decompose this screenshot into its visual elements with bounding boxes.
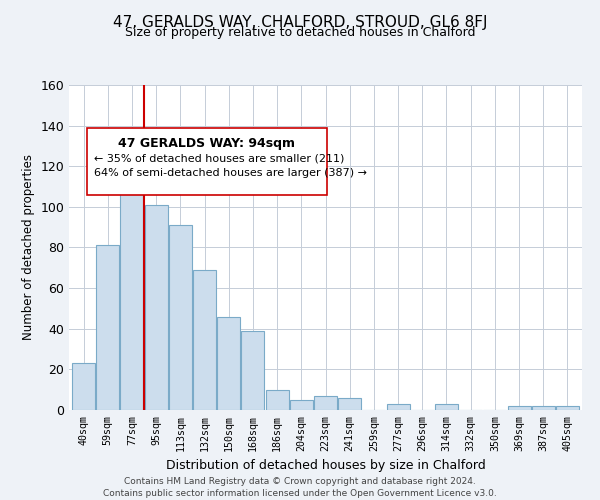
Text: 47 GERALDS WAY: 94sqm: 47 GERALDS WAY: 94sqm <box>118 136 296 149</box>
Bar <box>121 162 143 410</box>
Bar <box>72 364 95 410</box>
Text: Contains public sector information licensed under the Open Government Licence v3: Contains public sector information licen… <box>103 489 497 498</box>
Bar <box>314 396 337 410</box>
Bar <box>193 270 216 410</box>
Bar <box>145 205 167 410</box>
Bar <box>169 225 192 410</box>
Bar <box>290 400 313 410</box>
Bar <box>338 398 361 410</box>
Bar <box>241 331 265 410</box>
X-axis label: Distribution of detached houses by size in Chalford: Distribution of detached houses by size … <box>166 459 485 472</box>
Bar <box>266 390 289 410</box>
Bar <box>217 316 240 410</box>
Text: Size of property relative to detached houses in Chalford: Size of property relative to detached ho… <box>125 26 475 39</box>
Bar <box>556 406 579 410</box>
Text: ← 35% of detached houses are smaller (211): ← 35% of detached houses are smaller (21… <box>94 154 344 164</box>
Bar <box>386 404 410 410</box>
Bar <box>435 404 458 410</box>
Bar <box>96 246 119 410</box>
Text: 64% of semi-detached houses are larger (387) →: 64% of semi-detached houses are larger (… <box>94 168 367 178</box>
Y-axis label: Number of detached properties: Number of detached properties <box>22 154 35 340</box>
Bar <box>532 406 555 410</box>
Text: Contains HM Land Registry data © Crown copyright and database right 2024.: Contains HM Land Registry data © Crown c… <box>124 478 476 486</box>
Bar <box>508 406 530 410</box>
Text: 47, GERALDS WAY, CHALFORD, STROUD, GL6 8FJ: 47, GERALDS WAY, CHALFORD, STROUD, GL6 8… <box>113 15 487 30</box>
